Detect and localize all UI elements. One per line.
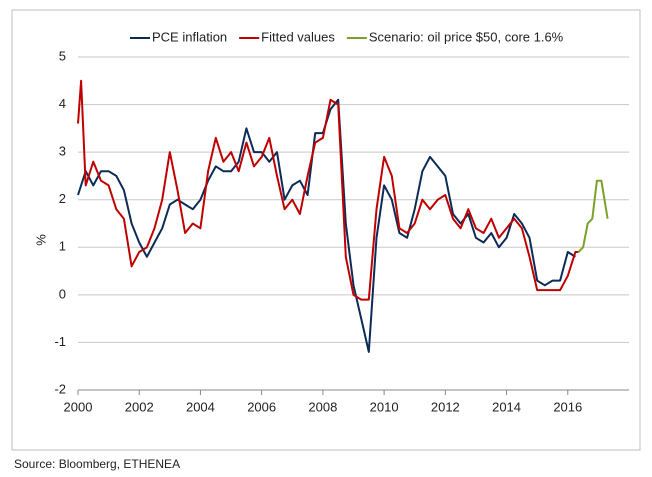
x-tick-label: 2010 — [370, 399, 399, 414]
legend-label: PCE inflation — [152, 29, 227, 44]
y-tick-label: 2 — [59, 191, 66, 206]
x-tick-label: 2014 — [492, 399, 521, 414]
x-tick-label: 2004 — [186, 399, 215, 414]
y-tick-label: 3 — [59, 144, 66, 159]
source-note: Source: Bloomberg, ETHENEA — [14, 457, 180, 471]
y-tick-label: 4 — [59, 96, 66, 111]
chart-frame — [11, 9, 641, 451]
y-tick-label: -1 — [54, 334, 66, 349]
x-tick-label: 2002 — [125, 399, 154, 414]
y-tick-label: -2 — [54, 381, 66, 396]
y-tick-label: 5 — [59, 48, 66, 63]
y-tick-label: 1 — [59, 239, 66, 254]
x-tick-label: 2006 — [247, 399, 276, 414]
x-tick-label: 2008 — [308, 399, 337, 414]
x-tick-label: 2016 — [553, 399, 582, 414]
legend-label: Scenario: oil price $50, core 1.6% — [369, 29, 564, 44]
x-tick-label: 2012 — [431, 399, 460, 414]
series-line — [77, 79, 579, 301]
series-line — [77, 98, 576, 353]
y-axis-label: % — [33, 234, 48, 246]
legend-label: Fitted values — [261, 29, 335, 44]
series-line — [577, 179, 609, 253]
y-tick-label: 0 — [59, 286, 66, 301]
x-tick-label: 2000 — [64, 399, 93, 414]
